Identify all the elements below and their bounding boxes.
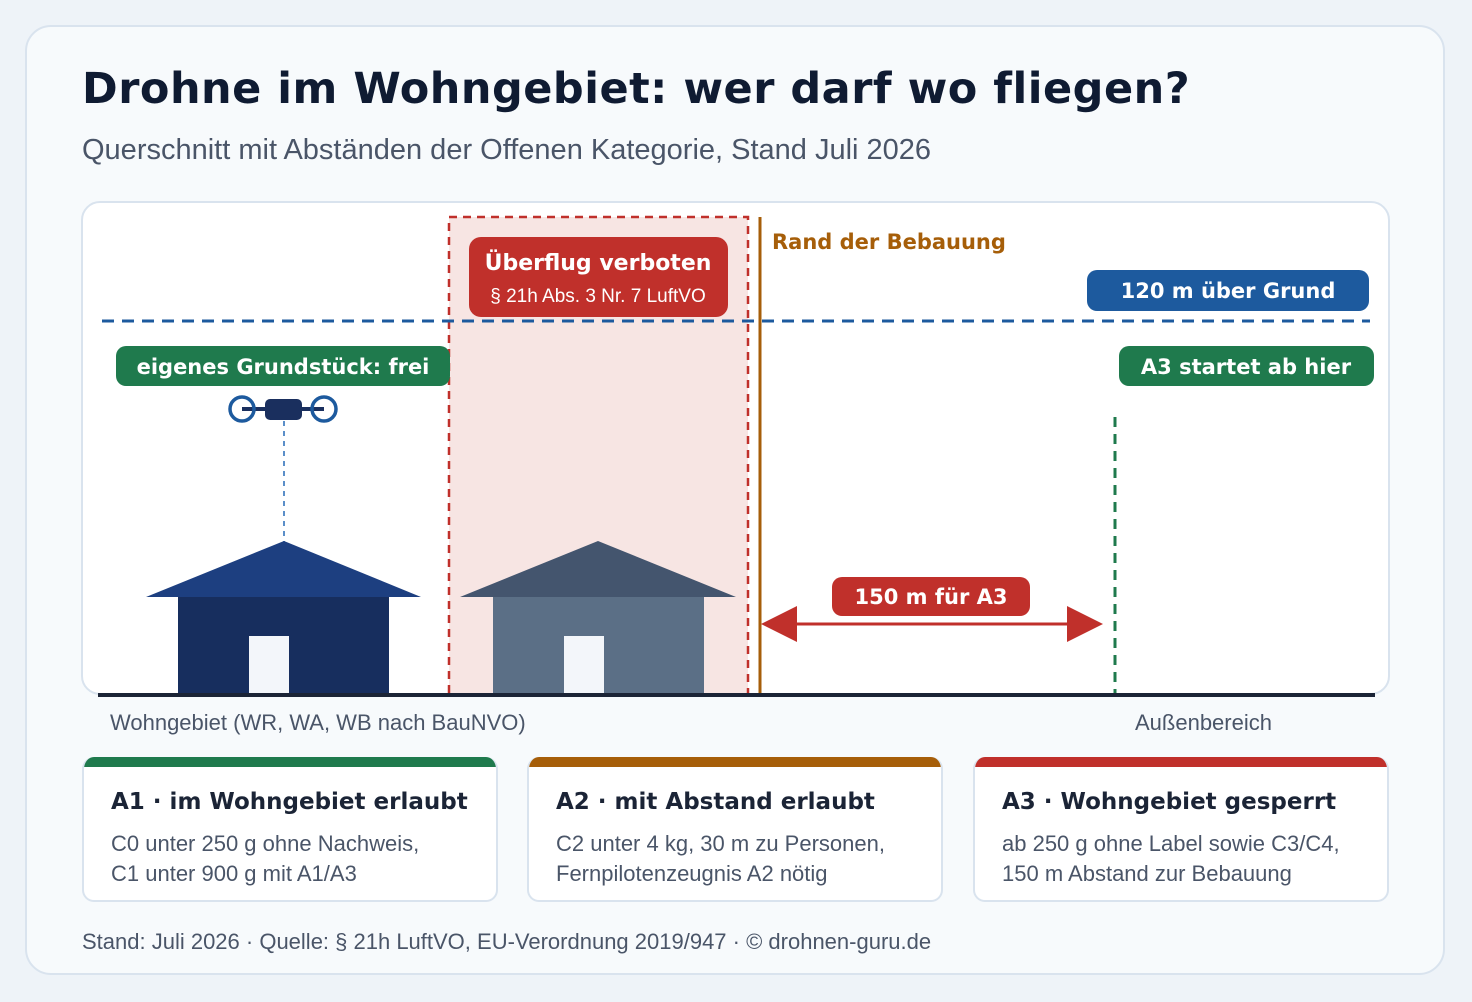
neighbour-house-icon	[460, 541, 736, 695]
info-card-a1-color-bar	[84, 757, 496, 767]
own-property-label: eigenes Grundstück: frei	[137, 355, 430, 379]
page-title: Drohne im Wohngebiet: wer darf wo fliege…	[82, 64, 1191, 114]
info-card-a3-line: ab 250 g ohne Label sowie C3/C4,	[1002, 831, 1340, 856]
a3-start-badge: A3 startet ab hier	[1119, 346, 1374, 386]
info-card-a3-color-bar	[975, 757, 1387, 767]
info-card-a2: A2 · mit Abstand erlaubt C2 unter 4 kg, …	[527, 757, 943, 902]
info-card-a2-body: C2 unter 4 kg, 30 m zu Personen, Fernpil…	[556, 829, 936, 889]
own-house-icon	[146, 541, 421, 695]
built-up-edge-label: Rand der Bebauung	[772, 230, 1006, 254]
outer-zone-caption: Außenbereich	[1135, 710, 1272, 735]
info-card-a3: A3 · Wohngebiet gesperrt ab 250 g ohne L…	[973, 757, 1389, 902]
a3-start-label: A3 startet ab hier	[1141, 355, 1352, 379]
forbidden-title: Überflug verboten	[485, 250, 712, 276]
distance-badge: 150 m für A3	[832, 577, 1030, 616]
forbidden-badge: Überflug verboten § 21h Abs. 3 Nr. 7 Luf…	[469, 237, 728, 317]
info-card-a2-heading: A2 · mit Abstand erlaubt	[556, 789, 875, 815]
info-card-a2-line: C2 unter 4 kg, 30 m zu Personen,	[556, 831, 885, 856]
info-card-a1-line: C1 unter 900 g mit A1/A3	[111, 861, 357, 886]
distance-label: 150 m für A3	[855, 585, 1008, 609]
footer-source: Stand: Juli 2026 · Quelle: § 21h LuftVO,…	[82, 929, 932, 954]
info-card-a3-body: ab 250 g ohne Label sowie C3/C4, 150 m A…	[1002, 829, 1382, 889]
info-card-a1: A1 · im Wohngebiet erlaubt C0 unter 250 …	[82, 757, 498, 902]
altitude-label: 120 m über Grund	[1121, 279, 1336, 303]
info-card-a3-line: 150 m Abstand zur Bebauung	[1002, 861, 1292, 886]
residential-zone-caption: Wohngebiet (WR, WA, WB nach BauNVO)	[110, 710, 526, 735]
info-card-a1-body: C0 unter 250 g ohne Nachweis, C1 unter 9…	[111, 829, 491, 889]
page-subtitle: Querschnitt mit Abständen der Offenen Ka…	[82, 134, 932, 166]
info-card-a1-line: C0 unter 250 g ohne Nachweis,	[111, 831, 420, 856]
info-card-a1-heading: A1 · im Wohngebiet erlaubt	[111, 789, 468, 815]
info-card-a3-heading: A3 · Wohngebiet gesperrt	[1002, 789, 1337, 815]
altitude-badge: 120 m über Grund	[1087, 270, 1369, 311]
own-property-badge: eigenes Grundstück: frei	[116, 346, 450, 386]
forbidden-legal-ref: § 21h Abs. 3 Nr. 7 LuftVO	[490, 286, 705, 307]
info-card-a2-line: Fernpilotenzeugnis A2 nötig	[556, 861, 828, 886]
info-card-a2-color-bar	[529, 757, 941, 767]
drone-icon	[228, 395, 338, 423]
